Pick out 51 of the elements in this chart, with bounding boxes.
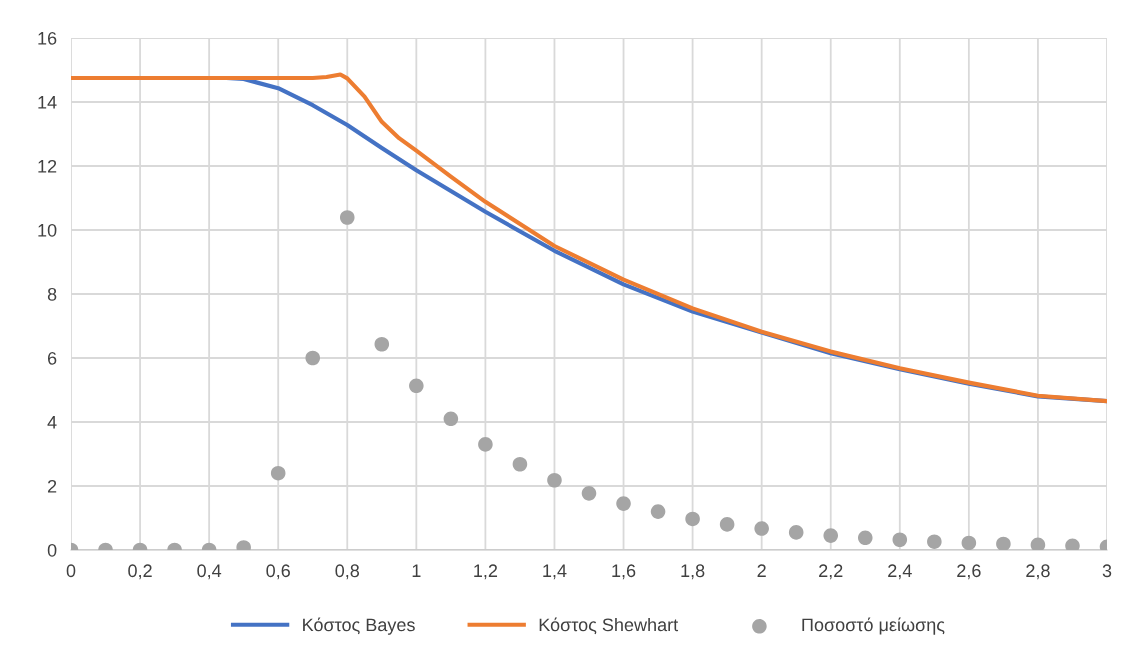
point: [685, 511, 700, 527]
legend-label: Ποσοστό μείωσης: [802, 617, 945, 635]
point: [996, 536, 1011, 550]
point: [857, 530, 873, 546]
legend-label: Κόστος Bayes: [303, 617, 415, 635]
point: [409, 378, 424, 394]
y-tick-label: 16: [38, 31, 57, 45]
x-tick-label: 2,4: [888, 564, 912, 580]
x-tick-label: 2: [757, 564, 766, 577]
point: [305, 350, 321, 366]
y-tick-label: 6: [47, 351, 57, 365]
point: [339, 210, 355, 225]
point: [754, 521, 769, 536]
point: [478, 437, 493, 452]
legend-label: Κόστος Shewhart: [539, 617, 679, 635]
x-tick-label: 3: [1102, 564, 1112, 578]
x-tick-label: 1,4: [543, 564, 567, 580]
y-tick-label: 10: [38, 223, 57, 237]
y-tick-label: 0: [47, 543, 57, 557]
x-tick-label: 1: [412, 564, 421, 577]
x-tick-label: 2,6: [957, 564, 981, 580]
x-tick-label: 0,2: [128, 564, 152, 580]
point: [1030, 537, 1046, 550]
point: [788, 525, 804, 540]
y-tick-label: 14: [38, 96, 57, 109]
y-tick-label: 2: [47, 479, 57, 493]
x-tick-label: 0,4: [197, 564, 222, 580]
x-tick-label: 2,8: [1026, 564, 1050, 580]
x-tick-label: 2,2: [819, 564, 843, 580]
point: [616, 496, 631, 511]
x-tick-label: 0: [66, 564, 76, 578]
point: [719, 517, 735, 532]
x-tick-label: 0,8: [335, 564, 360, 580]
point: [443, 411, 459, 427]
point: [650, 504, 666, 519]
point: [961, 535, 977, 550]
y-tick-label: 8: [47, 287, 57, 301]
x-tick-label: 1,8: [681, 564, 705, 580]
point: [823, 528, 839, 543]
x-tick-label: 1,2: [474, 564, 498, 580]
point: [270, 465, 286, 481]
point: [374, 336, 390, 352]
point: [512, 456, 528, 472]
point: [547, 472, 562, 488]
point: [892, 532, 908, 548]
point: [581, 486, 597, 501]
x-tick-label: 1,6: [612, 564, 636, 580]
y-tick-label: 4: [47, 416, 57, 429]
point: [927, 534, 942, 549]
x-tick-label: 0,6: [266, 564, 290, 580]
y-tick-label: 12: [38, 159, 57, 173]
